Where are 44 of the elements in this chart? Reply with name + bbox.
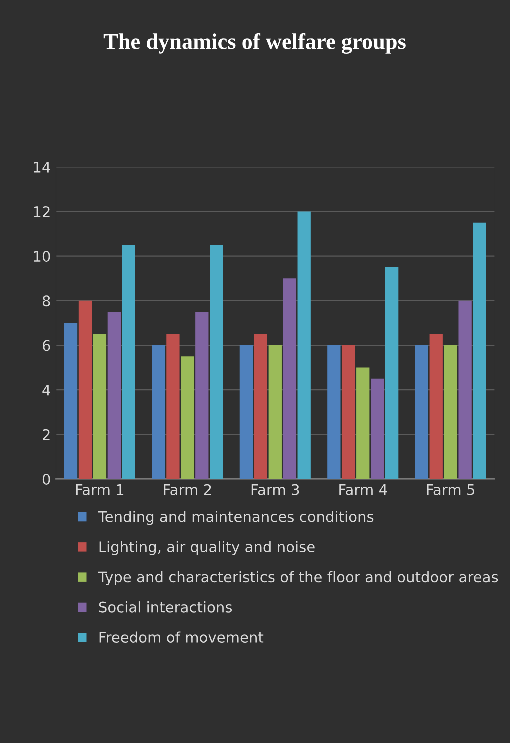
bar <box>415 345 428 480</box>
bar <box>122 245 136 480</box>
bar <box>240 345 254 480</box>
legend-label: Social interactions <box>99 602 232 613</box>
x-tick-label: Farm 4 <box>340 484 388 496</box>
y-tick-label: 0 <box>42 474 50 485</box>
legend-label: Tending and maintenances conditions <box>98 511 374 526</box>
bar <box>64 323 78 480</box>
bar <box>458 300 472 480</box>
bar <box>444 345 458 480</box>
bar <box>385 267 399 480</box>
legend-label: Freedom of movement <box>100 632 264 643</box>
bar <box>254 334 268 480</box>
bar <box>328 345 341 480</box>
y-tick-label: 12 <box>34 206 50 218</box>
bar <box>166 334 180 480</box>
y-tick-label: 14 <box>34 162 50 173</box>
bar <box>181 356 194 480</box>
x-tick-label: Farm 3 <box>252 484 300 496</box>
x-tick-label: Farm 1 <box>76 484 124 496</box>
bar <box>268 345 282 480</box>
bar <box>196 312 209 480</box>
bar <box>356 368 370 480</box>
bar <box>473 222 486 480</box>
bar <box>93 334 107 480</box>
bar <box>152 345 166 480</box>
x-tick-label: Farm 2 <box>164 484 212 496</box>
bar <box>298 212 311 480</box>
bar <box>430 334 443 480</box>
bar <box>210 245 224 480</box>
legend-label: Lighting, air quality and noise <box>100 541 315 556</box>
y-tick-label: 4 <box>42 384 50 396</box>
bar <box>371 378 384 480</box>
bar <box>108 312 122 480</box>
y-tick-label: 6 <box>42 340 50 352</box>
chart-title: The dynamics of welfare groups <box>104 33 406 54</box>
x-tick-label: Farm 5 <box>427 484 474 496</box>
bar <box>78 300 92 480</box>
y-tick-label: 8 <box>42 296 50 307</box>
legend-label: Type and characteristics of the floor and outdoor areas <box>98 571 498 586</box>
y-tick-label: 2 <box>43 429 50 440</box>
y-tick-label: 10 <box>34 251 50 262</box>
bar <box>283 278 296 480</box>
bar <box>342 345 356 480</box>
